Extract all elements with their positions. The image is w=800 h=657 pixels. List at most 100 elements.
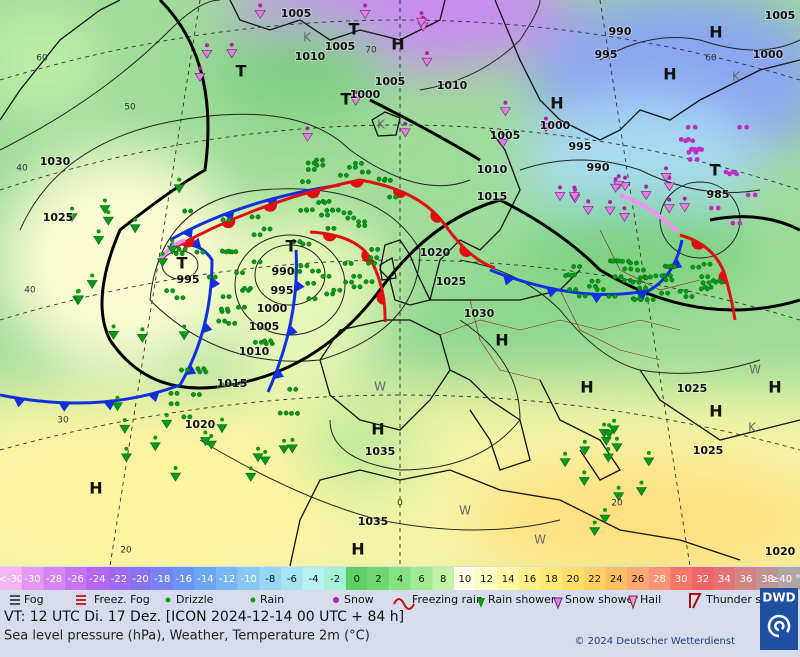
isobar-label: 1005 bbox=[375, 75, 406, 88]
rain-dot bbox=[283, 410, 289, 416]
shower-triangle bbox=[578, 477, 590, 486]
weather-label: Hail bbox=[640, 593, 661, 606]
snow-dot bbox=[198, 66, 203, 71]
rain-dot bbox=[234, 270, 240, 276]
snow-triangle bbox=[399, 128, 411, 138]
shower-dot bbox=[164, 413, 169, 418]
shower-triangle bbox=[613, 492, 625, 502]
rain-dot bbox=[382, 176, 388, 182]
rain-dot bbox=[261, 226, 267, 232]
logo-box bbox=[760, 588, 798, 650]
pressure-center: H bbox=[580, 378, 593, 397]
rain-dot bbox=[650, 297, 656, 303]
dwd-logo: DWD bbox=[760, 588, 798, 650]
isobar-label: 1005 bbox=[490, 129, 521, 142]
shower-dot bbox=[220, 417, 225, 422]
rain-dot bbox=[303, 207, 309, 213]
rain-dot bbox=[257, 259, 263, 265]
graticule-label: 40 bbox=[16, 164, 28, 174]
shower-triangle bbox=[216, 424, 228, 434]
rain-dot bbox=[573, 287, 579, 293]
shower-dot bbox=[203, 430, 208, 435]
snow-dot bbox=[667, 197, 672, 202]
isobar-label: 1000 bbox=[540, 119, 571, 132]
rain-dot bbox=[218, 382, 224, 387]
snow-triangle bbox=[226, 49, 238, 59]
rain-dot bbox=[349, 279, 355, 285]
rain-dot bbox=[226, 320, 232, 326]
shower-triangle bbox=[611, 443, 623, 453]
rain-dot bbox=[252, 339, 258, 345]
rain-dot bbox=[194, 249, 200, 255]
pressure-center: H bbox=[89, 479, 102, 498]
shower-dot bbox=[70, 206, 75, 211]
shower-dot bbox=[616, 485, 621, 490]
snow-triangle bbox=[201, 49, 213, 59]
scale-label: 36 bbox=[740, 574, 753, 585]
shower-dot bbox=[282, 438, 287, 443]
snow-triangle bbox=[499, 107, 511, 117]
rain-dot bbox=[337, 172, 343, 178]
rain-dot bbox=[195, 366, 201, 372]
rain-dot bbox=[297, 269, 303, 274]
rain-dot bbox=[600, 287, 606, 293]
scale-swatch bbox=[713, 567, 736, 590]
temperature-marker: W bbox=[374, 380, 386, 394]
scale-label: 18 bbox=[545, 574, 558, 585]
snow-star bbox=[683, 138, 689, 144]
scale-swatch bbox=[0, 567, 22, 590]
rain-icon bbox=[250, 597, 256, 603]
snow-dot bbox=[500, 132, 505, 137]
temperature-marker: K bbox=[303, 31, 312, 45]
scale-swatch bbox=[43, 567, 65, 590]
rain-dot bbox=[224, 382, 230, 387]
scale-swatch bbox=[627, 567, 649, 590]
snow-star bbox=[692, 124, 698, 130]
front-semicircle bbox=[306, 189, 321, 199]
rain-dot bbox=[220, 217, 226, 223]
weather-label: Fog bbox=[24, 593, 44, 606]
rain-dot bbox=[351, 273, 357, 279]
scale-label: 32 bbox=[696, 574, 709, 585]
rain-dot bbox=[636, 279, 642, 285]
shower-dot bbox=[614, 436, 619, 441]
scale-label: 6 bbox=[418, 574, 424, 585]
rain-dot bbox=[196, 392, 202, 397]
shower-dot bbox=[96, 229, 101, 234]
scale-swatch bbox=[86, 567, 109, 590]
rain-dot bbox=[582, 293, 588, 299]
rain-dot bbox=[291, 239, 297, 245]
rain-dot bbox=[376, 176, 382, 182]
rain-dot bbox=[337, 287, 343, 293]
scale-swatch bbox=[281, 567, 303, 590]
isobar-label: 985 bbox=[707, 188, 730, 201]
shower-dot bbox=[124, 446, 129, 451]
isobar-label: 1020 bbox=[420, 246, 451, 259]
front-triangle bbox=[189, 237, 202, 249]
shower-triangle bbox=[245, 472, 257, 482]
rain-dot bbox=[595, 278, 601, 284]
snow-triangle bbox=[254, 10, 266, 19]
rain-dot bbox=[621, 277, 627, 283]
snow-dot bbox=[229, 42, 234, 47]
rain-dot bbox=[659, 290, 665, 296]
copyright: © 2024 Deutscher Wetterdienst bbox=[574, 636, 735, 647]
scale-swatch bbox=[778, 567, 800, 590]
rain-dot bbox=[305, 280, 311, 286]
rain-dot bbox=[291, 269, 297, 274]
isobar-label: 1035 bbox=[365, 445, 396, 458]
rain-dot bbox=[643, 275, 649, 281]
front-triangle bbox=[185, 364, 197, 376]
front-semicircle bbox=[349, 179, 364, 188]
shower-dot bbox=[122, 418, 127, 423]
rain-dot bbox=[322, 200, 328, 206]
shower-dot bbox=[173, 466, 178, 471]
isobar-label: 1025 bbox=[43, 211, 74, 224]
front-triangle bbox=[202, 321, 213, 334]
front-triangle bbox=[58, 402, 71, 412]
scale-swatch bbox=[129, 567, 152, 590]
scale-swatch bbox=[540, 567, 563, 590]
rain-dot bbox=[181, 414, 187, 420]
scale-swatch bbox=[389, 567, 411, 590]
weather-label: Freez. Fog bbox=[94, 593, 150, 606]
